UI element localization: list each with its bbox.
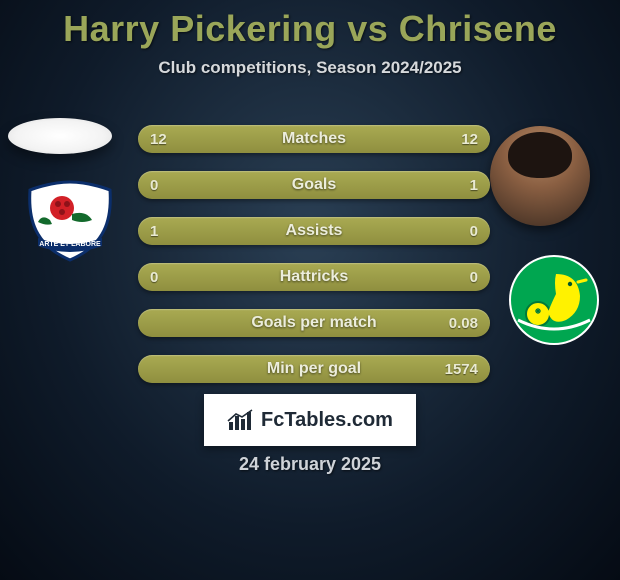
stat-right-value: 0.08 (442, 315, 478, 332)
date-text: 24 february 2025 (0, 454, 620, 475)
stat-right-value: 1 (442, 177, 478, 194)
stat-left-value: 1 (150, 223, 186, 240)
club-right-crest (508, 254, 600, 346)
stat-left-value: 0 (150, 177, 186, 194)
stat-right-value: 12 (442, 131, 478, 148)
stat-right-value: 0 (442, 223, 478, 240)
stat-row-assists: 1 Assists 0 (138, 217, 490, 245)
source-logo: FcTables.com (204, 394, 416, 446)
stat-right-value: 0 (442, 269, 478, 286)
stat-row-gpm: Goals per match 0.08 (138, 309, 490, 337)
svg-text:ARTE ET LABORE: ARTE ET LABORE (39, 241, 101, 248)
source-logo-text: FcTables.com (261, 409, 393, 432)
stat-left-value: 0 (150, 269, 186, 286)
stat-row-matches: 12 Matches 12 (138, 125, 490, 153)
player-right-avatar (490, 126, 590, 226)
stats-table: 12 Matches 12 0 Goals 1 1 Assists 0 0 Ha… (138, 125, 490, 401)
stat-label: Assists (138, 222, 490, 240)
stat-left-value: 12 (150, 131, 186, 148)
stat-label: Goals per match (138, 314, 490, 332)
stat-label: Goals (138, 176, 490, 194)
stat-label: Hattricks (138, 268, 490, 286)
stat-label: Min per goal (138, 360, 490, 378)
page-title: Harry Pickering vs Chrisene (0, 0, 620, 50)
stat-row-hattricks: 0 Hattricks 0 (138, 263, 490, 291)
stat-row-mpg: Min per goal 1574 (138, 355, 490, 383)
stat-right-value: 1574 (442, 361, 478, 378)
club-left-crest: ARTE ET LABORE (20, 180, 120, 262)
stat-label: Matches (138, 130, 490, 148)
stat-row-goals: 0 Goals 1 (138, 171, 490, 199)
subtitle: Club competitions, Season 2024/2025 (0, 58, 620, 78)
bar-chart-icon (227, 408, 255, 432)
player-left-avatar (8, 118, 112, 154)
